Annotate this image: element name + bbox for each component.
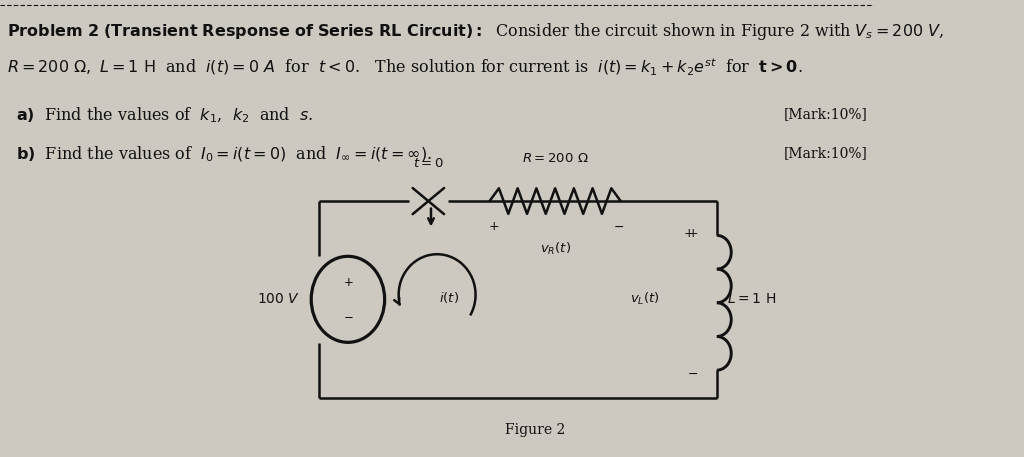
Text: $+$: $+$ — [687, 227, 698, 239]
Text: $-$: $-$ — [343, 309, 353, 322]
Text: $+$: $+$ — [683, 227, 694, 239]
Text: [Mark:10%]: [Mark:10%] — [783, 146, 867, 160]
Text: $\mathbf{Problem\ 2\ (Transient\ Response\ of\ Series\ RL\ Circuit):}$  Consider: $\mathbf{Problem\ 2\ (Transient\ Respons… — [7, 21, 944, 42]
Text: $i(t)$: $i(t)$ — [439, 290, 460, 304]
Text: $+$: $+$ — [488, 220, 500, 233]
Text: $v_L(t)$: $v_L(t)$ — [631, 291, 660, 308]
Text: $\mathbf{a)}$  Find the values of  $k_1$,  $k_2$  and  $s$.: $\mathbf{a)}$ Find the values of $k_1$, … — [15, 106, 313, 125]
Text: $v_R(t)$: $v_R(t)$ — [540, 241, 570, 257]
Text: $t = 0$: $t = 0$ — [413, 157, 443, 170]
Text: $-$: $-$ — [687, 367, 698, 380]
Text: Figure 2: Figure 2 — [505, 423, 565, 437]
Text: $-$: $-$ — [613, 220, 625, 233]
Text: $L = 1\ \mathrm{H}$: $L = 1\ \mathrm{H}$ — [727, 292, 776, 306]
Text: $+$: $+$ — [343, 276, 353, 289]
Text: $\mathbf{b)}$  Find the values of  $I_0 = i(t = 0)$  and  $I_\infty = i(t = \inf: $\mathbf{b)}$ Find the values of $I_0 = … — [15, 145, 432, 164]
Text: [Mark:10%]: [Mark:10%] — [783, 107, 867, 122]
Text: $R = 200\ \Omega,\ L = 1\ \mathrm{H}$  and  $i(t) = 0\ A$  for  $t < 0$.   The s: $R = 200\ \Omega,\ L = 1\ \mathrm{H}$ an… — [7, 57, 803, 78]
Text: $100\ V$: $100\ V$ — [257, 292, 301, 306]
Text: $R = 200\ \Omega$: $R = 200\ \Omega$ — [522, 153, 589, 165]
